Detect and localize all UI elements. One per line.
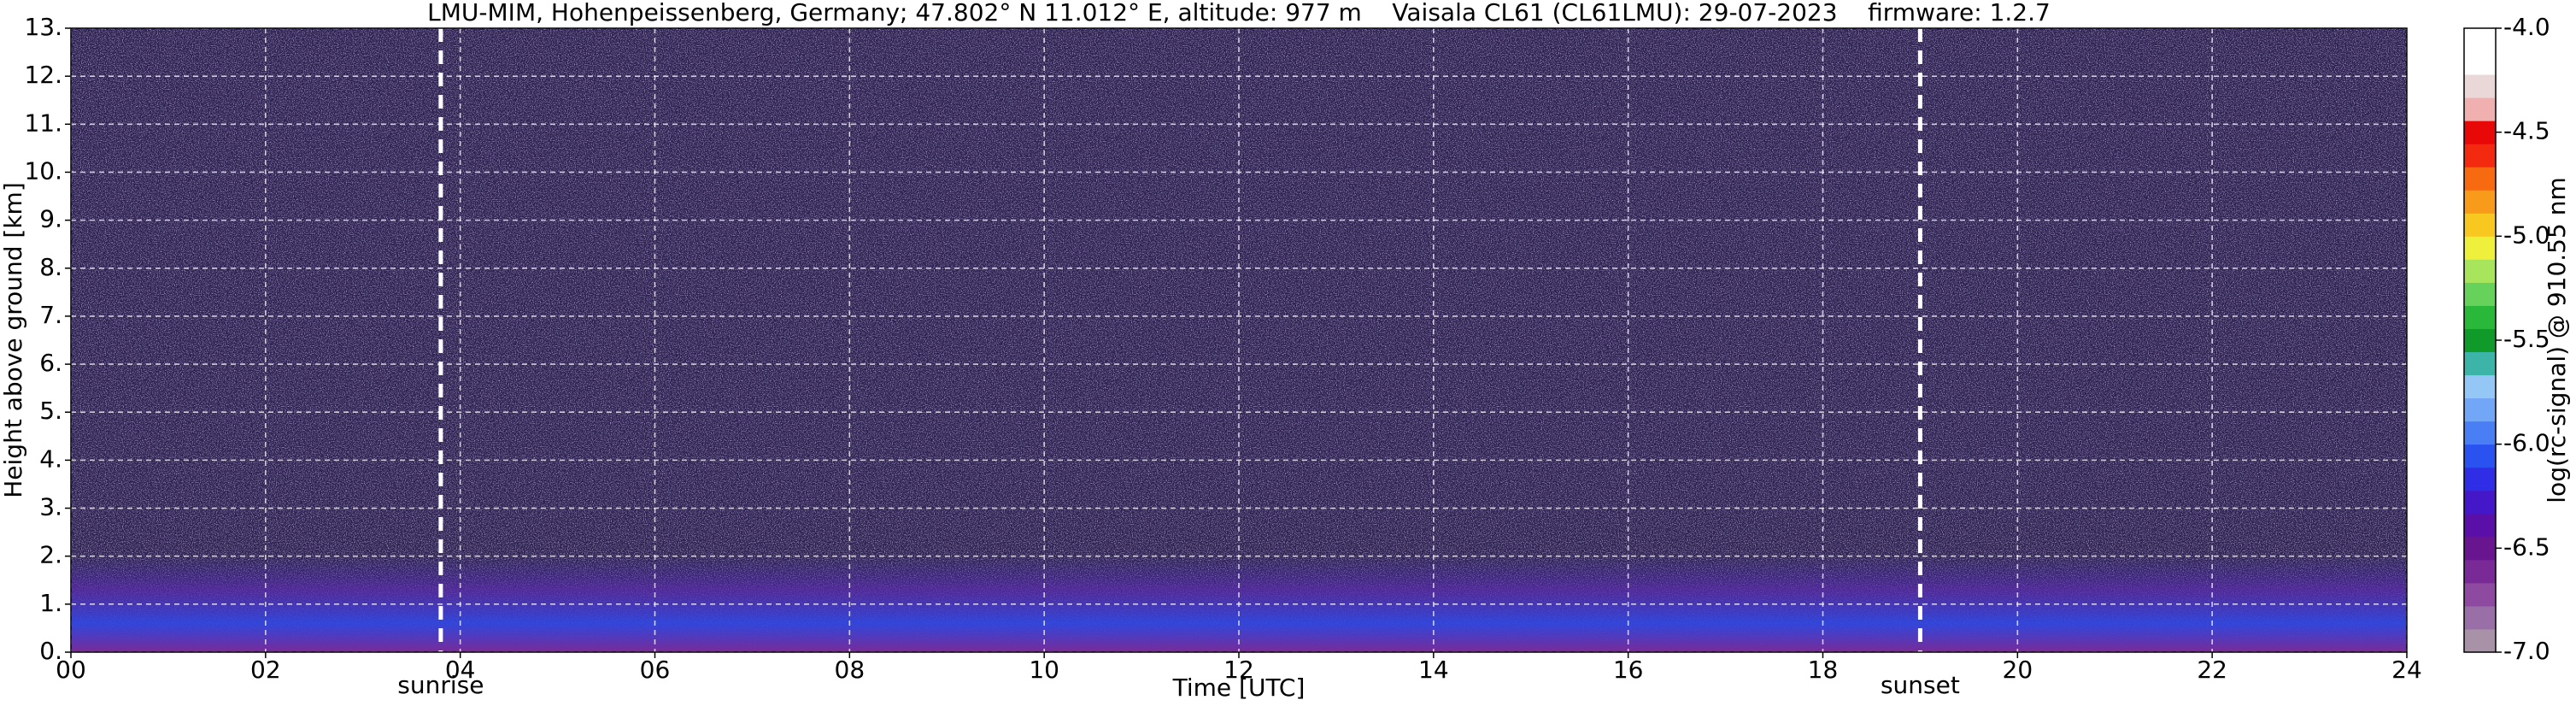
colorbar-segment: [2464, 513, 2496, 538]
x-tick-label: 08: [835, 656, 866, 684]
colorbar-segment: [2464, 305, 2496, 329]
colorbar-segment: [2464, 374, 2496, 399]
y-tick-label: 11.: [24, 109, 62, 137]
plot-frame: [70, 27, 2408, 653]
x-tick-label: 10: [1029, 656, 1059, 684]
colorbar-tick-label: -6.0: [2503, 429, 2550, 457]
y-tick-label: 0.: [39, 637, 62, 665]
y-tick-label: 8.: [39, 253, 62, 281]
x-tick-label: 24: [2391, 656, 2422, 684]
colorbar-segment: [2464, 167, 2496, 191]
colorbar-segment: [2464, 467, 2496, 491]
colorbar-segment: [2464, 74, 2496, 98]
y-tick-label: 1.: [39, 589, 62, 617]
y-tick-label: 7.: [39, 301, 62, 329]
colorbar-segment: [2464, 144, 2496, 168]
y-tick-label: 12.: [24, 61, 62, 89]
colorbar-segment: [2464, 51, 2496, 75]
x-tick-label: 14: [1418, 656, 1449, 684]
y-tick-label: 4.: [39, 444, 62, 473]
colorbar-segment: [2464, 28, 2496, 52]
colorbar-segment: [2464, 190, 2496, 214]
colorbar-segment: [2464, 397, 2496, 422]
colorbar-tick-label: -7.0: [2503, 637, 2550, 665]
colorbar-segment: [2464, 282, 2496, 306]
colorbar-tick-label: -4.5: [2503, 117, 2550, 145]
colorbar-segment: [2464, 259, 2496, 283]
colorbar-segment: [2464, 236, 2496, 260]
colorbar-segment: [2464, 559, 2496, 584]
colorbar-tick-label: -5.5: [2503, 325, 2550, 353]
colorbar-segment: [2464, 628, 2496, 653]
x-tick-label: 20: [2003, 656, 2033, 684]
colorbar-segment: [2464, 605, 2496, 630]
colorbar-tick-label: -5.0: [2503, 221, 2550, 249]
colorbar-segment: [2464, 121, 2496, 144]
x-tick-label: 12: [1223, 656, 1254, 684]
x-tick-label: 02: [250, 656, 281, 684]
colorbar-tick-label: -6.5: [2503, 532, 2550, 561]
x-tick-label: 00: [56, 656, 86, 684]
event-label: sunset: [1881, 671, 1960, 699]
colorbar-segment: [2464, 490, 2496, 515]
x-tick-label: 04: [445, 656, 476, 684]
colorbar-label: log(rc-signal) @ 910.55 nm: [2543, 177, 2571, 503]
colorbar-segment: [2464, 536, 2496, 561]
chart-title: LMU-MIM, Hohenpeissenberg, Germany; 47.8…: [427, 0, 2051, 26]
colorbar-segment: [2464, 328, 2496, 353]
colorbar-segment: [2464, 582, 2496, 607]
x-tick-label: 06: [640, 656, 671, 684]
colorbar-segment: [2464, 351, 2496, 376]
colorbar-segment: [2464, 213, 2496, 237]
colorbar-tick-label: -4.0: [2503, 13, 2550, 41]
colorbar-segment: [2464, 97, 2496, 121]
colorbar-segment: [2464, 421, 2496, 445]
y-tick-label: 2.: [39, 541, 62, 569]
y-tick-label: 10.: [24, 156, 62, 185]
y-tick-label: 9.: [39, 205, 62, 233]
y-axis-label: Height above ground [km]: [0, 182, 27, 498]
colorbar-segment: [2464, 444, 2496, 468]
event-label: sunrise: [397, 671, 484, 699]
x-tick-label: 18: [1808, 656, 1839, 684]
y-tick-label: 6.: [39, 349, 62, 377]
y-tick-label: 3.: [39, 493, 62, 521]
x-tick-label: 16: [1613, 656, 1644, 684]
x-axis-label: Time [UTC]: [1172, 674, 1306, 702]
x-tick-label: 22: [2197, 656, 2227, 684]
y-tick-label: 13.: [24, 13, 62, 41]
y-tick-label: 5.: [39, 397, 62, 425]
